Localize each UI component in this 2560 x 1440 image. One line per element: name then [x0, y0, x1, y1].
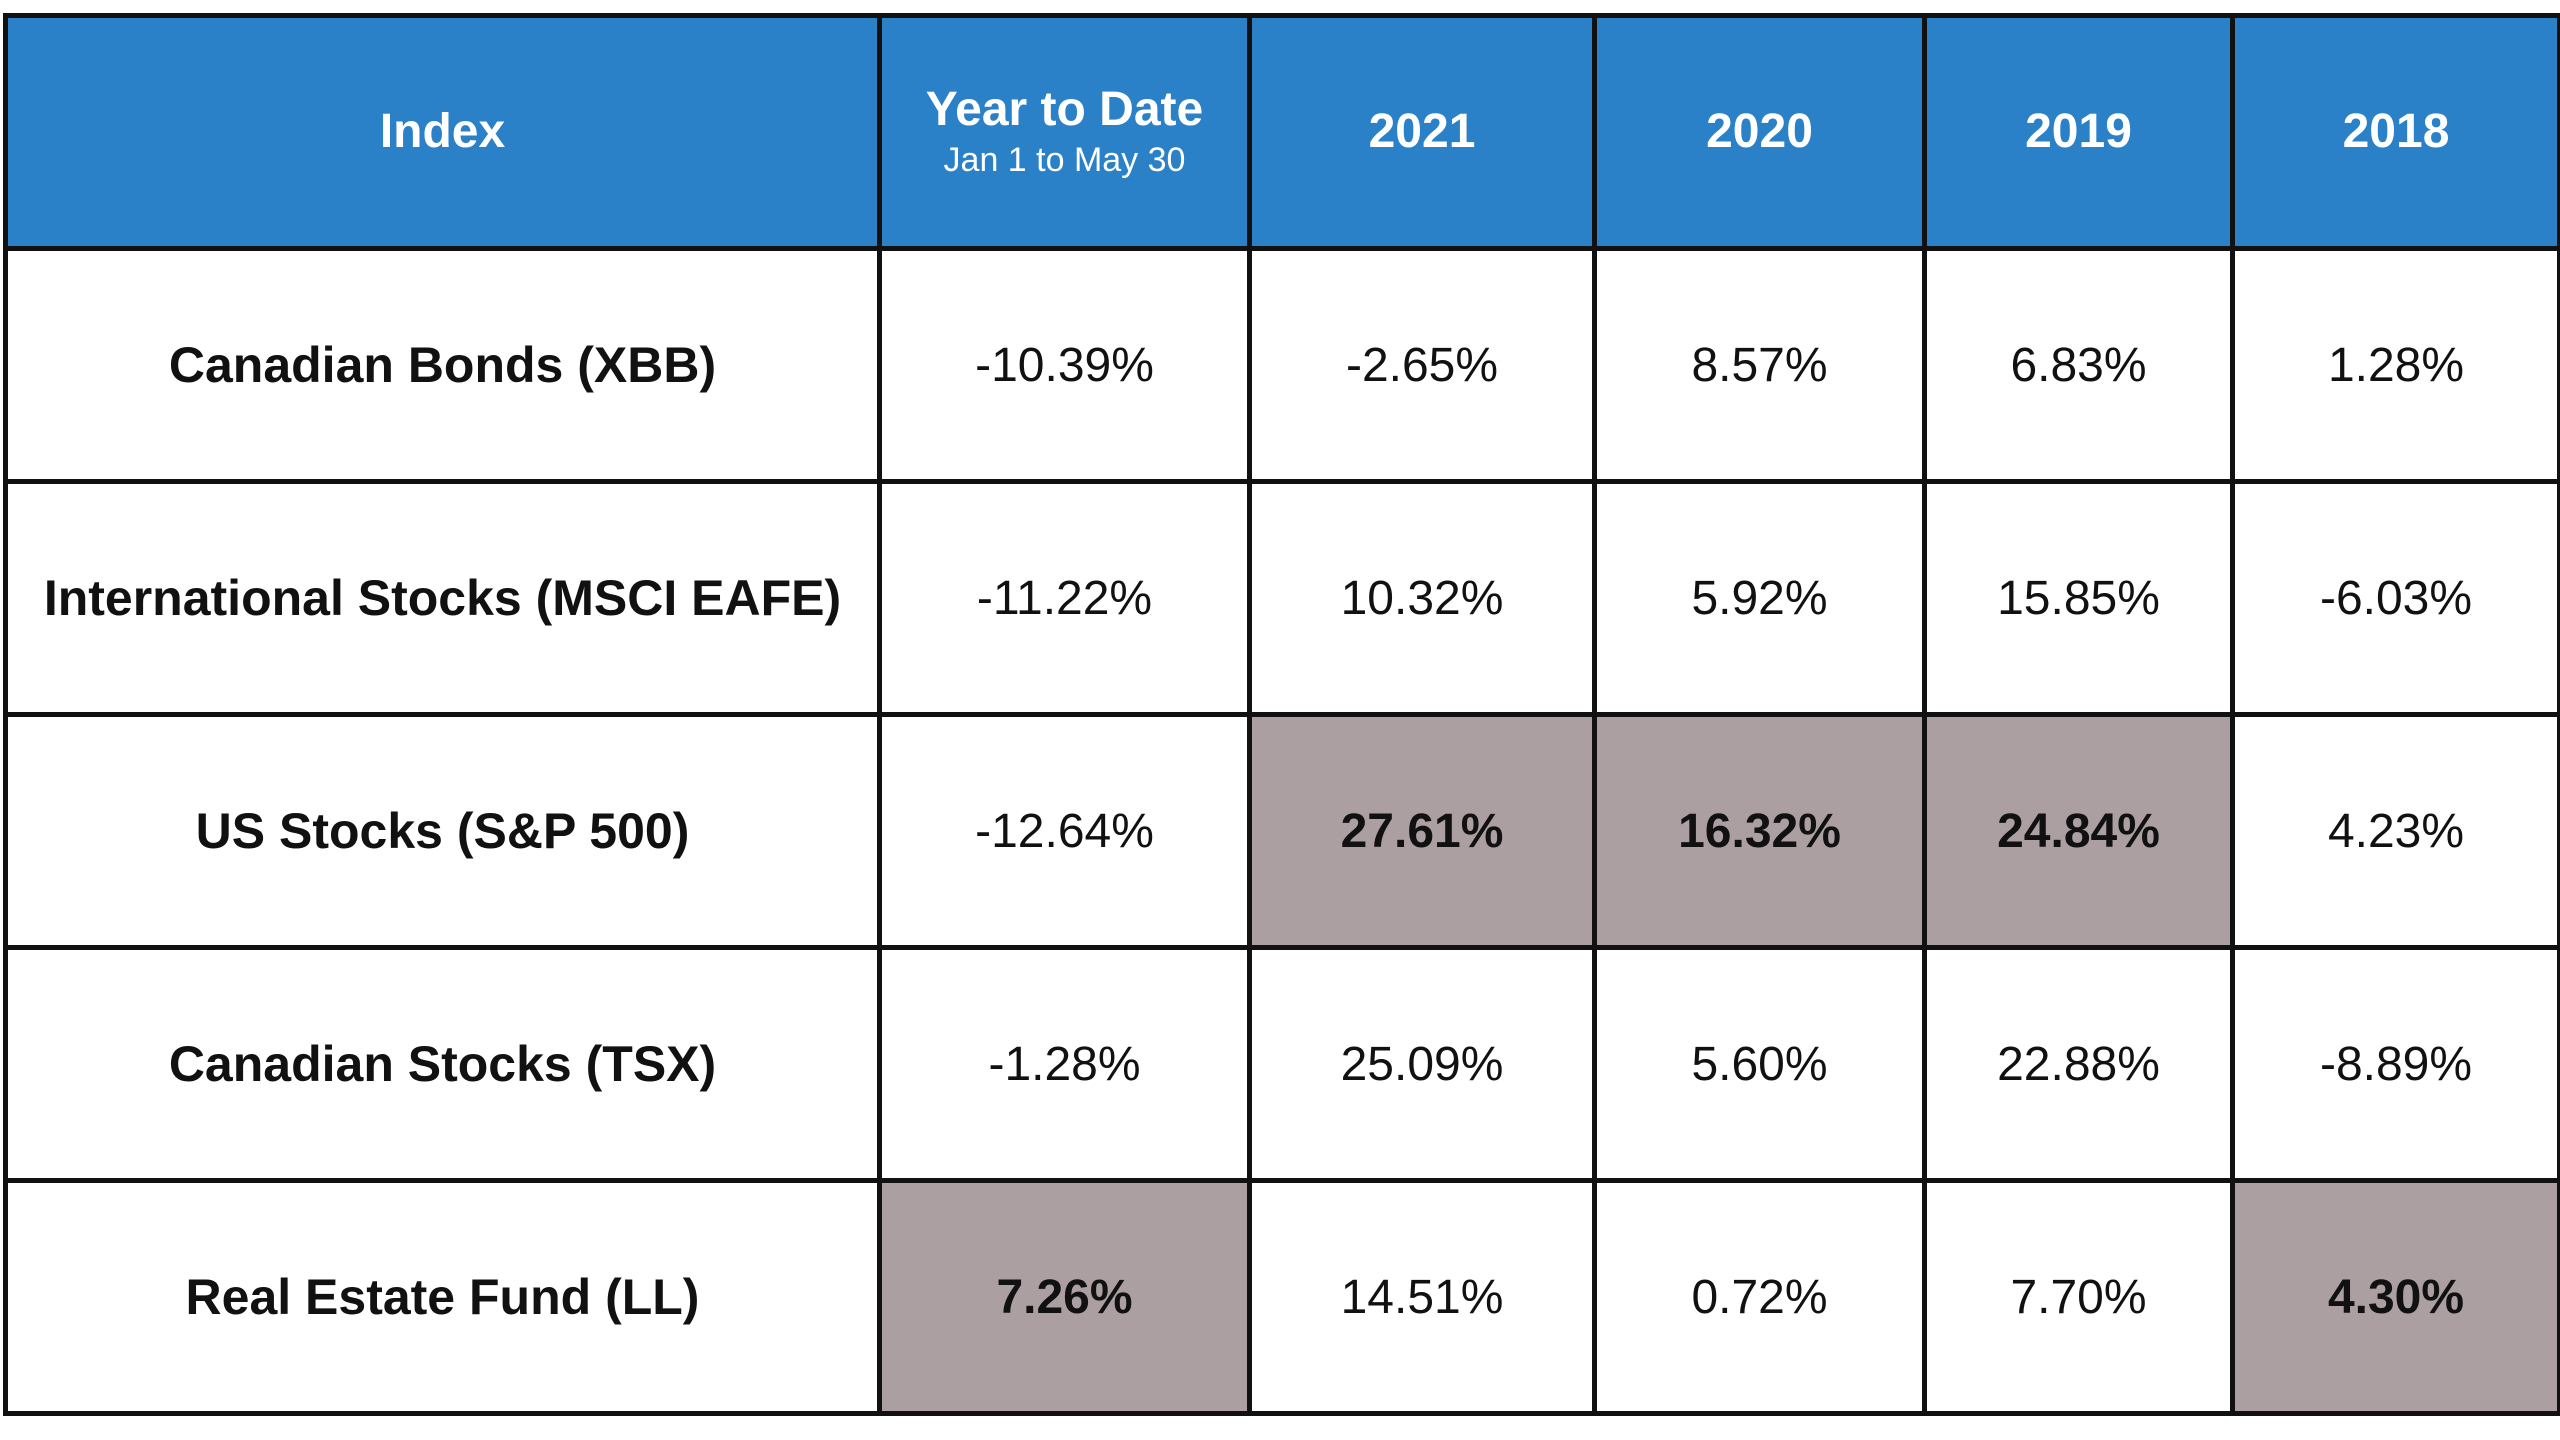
- row-label-canadian-stocks: Canadian Stocks (TSX): [3, 945, 882, 1183]
- table-cell: -2.65%: [1247, 246, 1597, 484]
- header-year-to-date-sublabel: Jan 1 to May 30: [943, 140, 1186, 179]
- table-cell: -6.03%: [2230, 479, 2560, 717]
- table-cell: 8.57%: [1592, 246, 1927, 484]
- returns-table-container: Index Year to Date Jan 1 to May 30 2021 …: [3, 13, 2560, 1416]
- table-row-international-stocks: International Stocks (MSCI EAFE) -11.22%…: [3, 479, 2560, 717]
- row-label-real-estate-fund: Real Estate Fund (LL): [3, 1178, 882, 1416]
- table-cell: 5.60%: [1592, 945, 1927, 1183]
- header-2020: 2020: [1592, 13, 1927, 251]
- row-label-canadian-bonds: Canadian Bonds (XBB): [3, 246, 882, 484]
- table-cell: 15.85%: [1922, 479, 2235, 717]
- table-cell: -10.39%: [877, 246, 1252, 484]
- table-cell: 7.70%: [1922, 1178, 2235, 1416]
- table-row-canadian-bonds: Canadian Bonds (XBB) -10.39% -2.65% 8.57…: [3, 246, 2560, 484]
- header-2020-label: 2020: [1706, 105, 1813, 159]
- header-row: Index Year to Date Jan 1 to May 30 2021 …: [3, 13, 2560, 251]
- header-year-to-date: Year to Date Jan 1 to May 30: [877, 13, 1252, 251]
- table-row-us-stocks: US Stocks (S&P 500) -12.64% 27.61% 16.32…: [3, 712, 2560, 950]
- table-cell: 7.26%: [877, 1178, 1252, 1416]
- table-cell: 4.30%: [2230, 1178, 2560, 1416]
- header-year-to-date-label: Year to Date: [925, 83, 1204, 137]
- header-2021: 2021: [1247, 13, 1597, 251]
- header-2018-label: 2018: [2342, 105, 2450, 159]
- table-cell: 0.72%: [1592, 1178, 1927, 1416]
- table-row-canadian-stocks: Canadian Stocks (TSX) -1.28% 25.09% 5.60…: [3, 945, 2560, 1183]
- table-cell: 22.88%: [1922, 945, 2235, 1183]
- header-2019: 2019: [1922, 13, 2235, 251]
- header-index: Index: [3, 13, 882, 251]
- row-label-international-stocks: International Stocks (MSCI EAFE): [3, 479, 882, 717]
- table-cell: 1.28%: [2230, 246, 2560, 484]
- table-cell: 5.92%: [1592, 479, 1927, 717]
- table-cell: 16.32%: [1592, 712, 1927, 950]
- table-cell: 4.23%: [2230, 712, 2560, 950]
- table-cell: 24.84%: [1922, 712, 2235, 950]
- header-index-label: Index: [379, 105, 506, 159]
- table-cell: 25.09%: [1247, 945, 1597, 1183]
- table-cell: -8.89%: [2230, 945, 2560, 1183]
- index-returns-table: Index Year to Date Jan 1 to May 30 2021 …: [3, 13, 2560, 1416]
- table-cell: -1.28%: [877, 945, 1252, 1183]
- table-cell: 14.51%: [1247, 1178, 1597, 1416]
- table-cell: -11.22%: [877, 479, 1252, 717]
- header-2019-label: 2019: [2025, 105, 2132, 159]
- table-cell: 10.32%: [1247, 479, 1597, 717]
- header-2018: 2018: [2230, 13, 2560, 251]
- table-cell: 27.61%: [1247, 712, 1597, 950]
- table-cell: 6.83%: [1922, 246, 2235, 484]
- header-2021-label: 2021: [1368, 105, 1476, 159]
- table-row-real-estate-fund: Real Estate Fund (LL) 7.26% 14.51% 0.72%…: [3, 1178, 2560, 1416]
- table-cell: -12.64%: [877, 712, 1252, 950]
- row-label-us-stocks: US Stocks (S&P 500): [3, 712, 882, 950]
